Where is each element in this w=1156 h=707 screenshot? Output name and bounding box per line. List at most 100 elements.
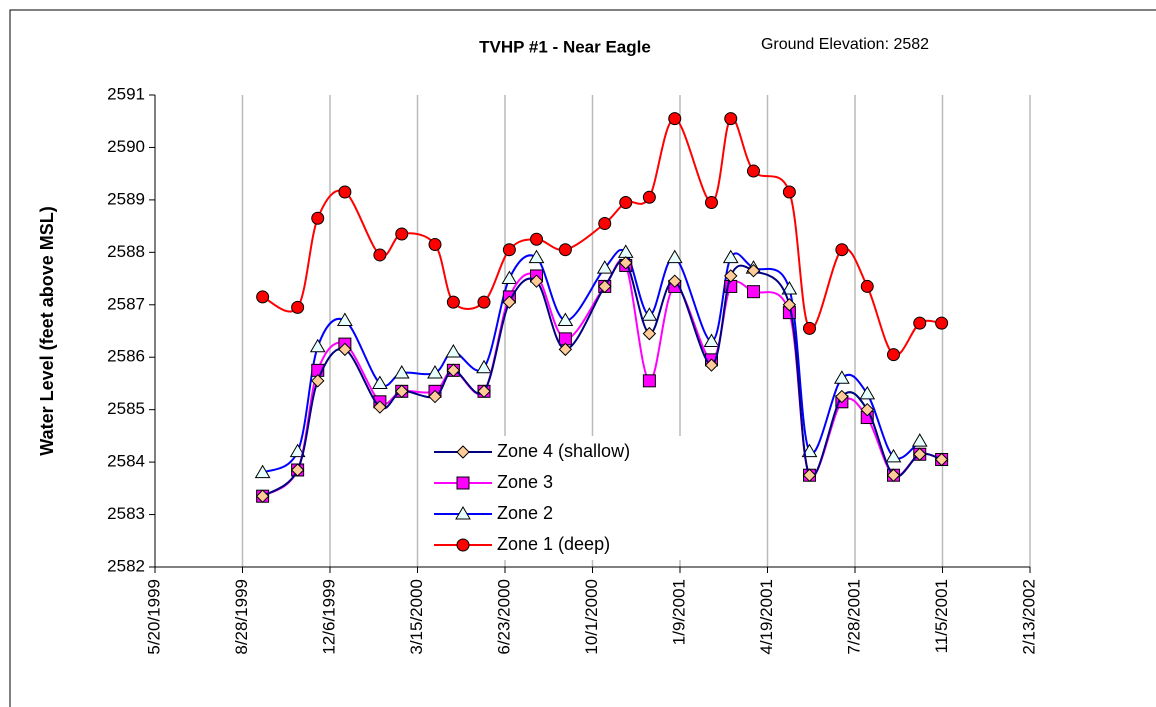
marker [781,281,798,295]
chart-title: TVHP #1 - Near Eagle [479,37,651,56]
y-tick-label: 2589 [107,189,145,208]
y-tick-label: 2583 [107,504,145,523]
marker [803,321,816,335]
marker [598,279,612,294]
marker [477,384,491,399]
marker [289,443,306,458]
legend-label: Zone 1 (deep) [497,534,610,554]
marker [290,463,305,477]
legend-marker [456,476,470,490]
marker [254,464,271,479]
marker [338,185,352,199]
marker [724,269,738,283]
marker [860,402,874,417]
y-tick-label: 2588 [107,242,145,261]
marker [558,342,573,357]
marker [445,343,462,358]
marker [860,279,874,293]
marker [913,316,927,330]
x-tick-label: 7/28/2001 [844,579,863,655]
marker [935,316,949,330]
marker [913,447,927,461]
marker [446,295,460,309]
legend-marker [456,445,470,459]
marker [746,263,761,278]
marker [859,385,876,400]
marker [311,374,325,388]
annotation: Ground Elevation: 2582 [761,36,929,53]
marker [309,338,326,353]
marker [446,363,461,378]
marker [428,237,442,251]
y-tick-label: 2585 [107,399,145,418]
series [254,244,928,479]
legend-label: Zone 3 [497,472,553,492]
x-tick-label: 12/6/1999 [319,579,338,655]
marker [724,112,738,126]
x-tick-label: 2/13/2002 [1019,579,1038,655]
x-tick-label: 3/15/2000 [407,579,426,655]
marker [705,196,718,210]
series [256,112,949,362]
marker [747,164,760,178]
marker [528,249,545,264]
marker [642,190,656,204]
marker [596,260,613,274]
legend-label: Zone 4 (shallow) [497,441,630,461]
marker [557,312,574,327]
marker [911,433,928,447]
marker [801,443,818,458]
marker [835,243,849,257]
marker [641,307,658,321]
y-tick-label: 2582 [107,556,145,575]
marker [668,112,682,126]
marker [476,359,492,374]
x-tick-label: 5/20/1999 [144,579,163,655]
marker [934,452,949,467]
marker [529,274,544,288]
marker [502,295,517,309]
marker [747,285,760,299]
marker [427,364,443,379]
marker [395,384,409,399]
marker [255,489,270,503]
marker [291,300,305,314]
marker [256,290,270,304]
marker [619,256,633,270]
x-tick-label: 8/28/1999 [232,579,251,655]
series [255,256,949,503]
y-tick-label: 2591 [107,84,145,103]
x-tick-label: 1/9/2001 [669,579,688,645]
x-tick-label: 10/1/2000 [582,579,601,655]
marker [782,298,797,312]
marker [477,295,491,309]
marker [501,270,518,285]
x-tick-label: 6/23/2000 [494,579,513,655]
marker [703,333,720,347]
marker [373,400,387,414]
marker [835,389,849,404]
legend-marker [456,538,470,552]
marker [704,358,719,372]
marker [885,448,902,463]
marker [782,185,796,199]
y-tick-label: 2584 [107,452,145,471]
marker [722,249,739,264]
chart-frame [9,9,1156,707]
y-tick-label: 2590 [107,137,145,156]
marker [502,243,516,257]
legend-marker [455,506,471,520]
marker [311,211,325,225]
marker [338,342,352,357]
marker [373,248,387,262]
y-axis-label: Water Level (feet above MSL) [37,206,57,455]
marker [337,312,353,327]
legend-label: Zone 2 [497,503,553,523]
marker [530,232,543,246]
marker [642,326,657,341]
marker [666,249,683,264]
marker [372,375,388,389]
marker [802,468,817,482]
marker [393,364,410,379]
